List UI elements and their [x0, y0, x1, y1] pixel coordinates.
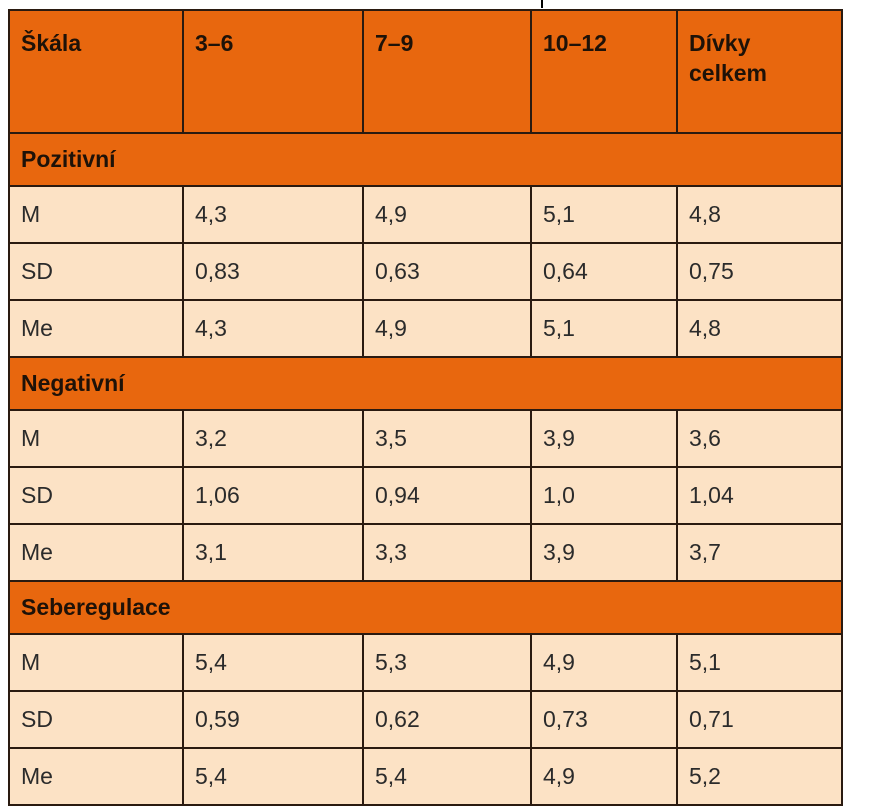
table-cell: 1,04 [676, 466, 843, 525]
table-cell: 1,06 [182, 466, 364, 525]
table-cell: 5,1 [530, 299, 678, 358]
table-row: M 5,4 5,3 4,9 5,1 [8, 633, 843, 692]
table-cell: 4,9 [362, 299, 532, 358]
table-cell: 3,2 [182, 409, 364, 468]
header-cell-age-3-6: 3–6 [182, 9, 364, 134]
row-label: Me [8, 747, 184, 806]
section-row-pozitivni: Pozitivní [8, 132, 843, 187]
table-cell: 3,1 [182, 523, 364, 582]
table-row: SD 0,59 0,62 0,73 0,71 [8, 690, 843, 749]
table-cell: 0,62 [362, 690, 532, 749]
table-cell: 5,2 [676, 747, 843, 806]
table-cell: 3,6 [676, 409, 843, 468]
table-cell: 1,0 [530, 466, 678, 525]
table-cell: 5,4 [182, 633, 364, 692]
table-cell: 4,8 [676, 185, 843, 244]
table-cell: 4,9 [530, 747, 678, 806]
header-cell-scale: Škála [8, 9, 184, 134]
row-label: M [8, 185, 184, 244]
table-cell: 4,9 [362, 185, 532, 244]
row-label: SD [8, 242, 184, 301]
table-cell: 5,4 [182, 747, 364, 806]
table-row: Me 3,1 3,3 3,9 3,7 [8, 523, 843, 582]
row-label: SD [8, 466, 184, 525]
header-cell-girls-total: Dívky celkem [676, 9, 843, 134]
table-header-row: Škála 3–6 7–9 10–12 Dívky celkem [8, 9, 843, 134]
table-cell: 4,9 [530, 633, 678, 692]
table-cell: 0,71 [676, 690, 843, 749]
table-row: M 3,2 3,5 3,9 3,6 [8, 409, 843, 468]
table-cell: 3,9 [530, 523, 678, 582]
section-title: Pozitivní [8, 132, 843, 187]
row-label: M [8, 409, 184, 468]
table-cell: 0,64 [530, 242, 678, 301]
table-cell: 5,3 [362, 633, 532, 692]
table-cell: 4,8 [676, 299, 843, 358]
statistics-table: Škála 3–6 7–9 10–12 Dívky celkem Pozitiv… [8, 9, 843, 806]
table-cell: 0,75 [676, 242, 843, 301]
row-label: M [8, 633, 184, 692]
table-cell: 0,63 [362, 242, 532, 301]
table-cell: 4,3 [182, 185, 364, 244]
row-label: Me [8, 299, 184, 358]
table-row: SD 0,83 0,63 0,64 0,75 [8, 242, 843, 301]
section-title: Seberegulace [8, 580, 843, 635]
table-cell: 3,3 [362, 523, 532, 582]
table-cell: 3,7 [676, 523, 843, 582]
table-cell: 0,73 [530, 690, 678, 749]
table-cell: 5,1 [530, 185, 678, 244]
table-cell: 5,1 [676, 633, 843, 692]
section-row-seberegulace: Seberegulace [8, 580, 843, 635]
table-row: Me 5,4 5,4 4,9 5,2 [8, 747, 843, 806]
section-row-negativni: Negativní [8, 356, 843, 411]
table-cell: 0,59 [182, 690, 364, 749]
top-divider-mark [541, 0, 543, 8]
table-cell: 4,3 [182, 299, 364, 358]
header-cell-age-10-12: 10–12 [530, 9, 678, 134]
table-row: M 4,3 4,9 5,1 4,8 [8, 185, 843, 244]
table-cell: 5,4 [362, 747, 532, 806]
row-label: Me [8, 523, 184, 582]
row-label: SD [8, 690, 184, 749]
table-cell: 3,9 [530, 409, 678, 468]
section-title: Negativní [8, 356, 843, 411]
table-cell: 3,5 [362, 409, 532, 468]
table-row: Me 4,3 4,9 5,1 4,8 [8, 299, 843, 358]
header-cell-age-7-9: 7–9 [362, 9, 532, 134]
table-cell: 0,94 [362, 466, 532, 525]
table-cell: 0,83 [182, 242, 364, 301]
table-row: SD 1,06 0,94 1,0 1,04 [8, 466, 843, 525]
